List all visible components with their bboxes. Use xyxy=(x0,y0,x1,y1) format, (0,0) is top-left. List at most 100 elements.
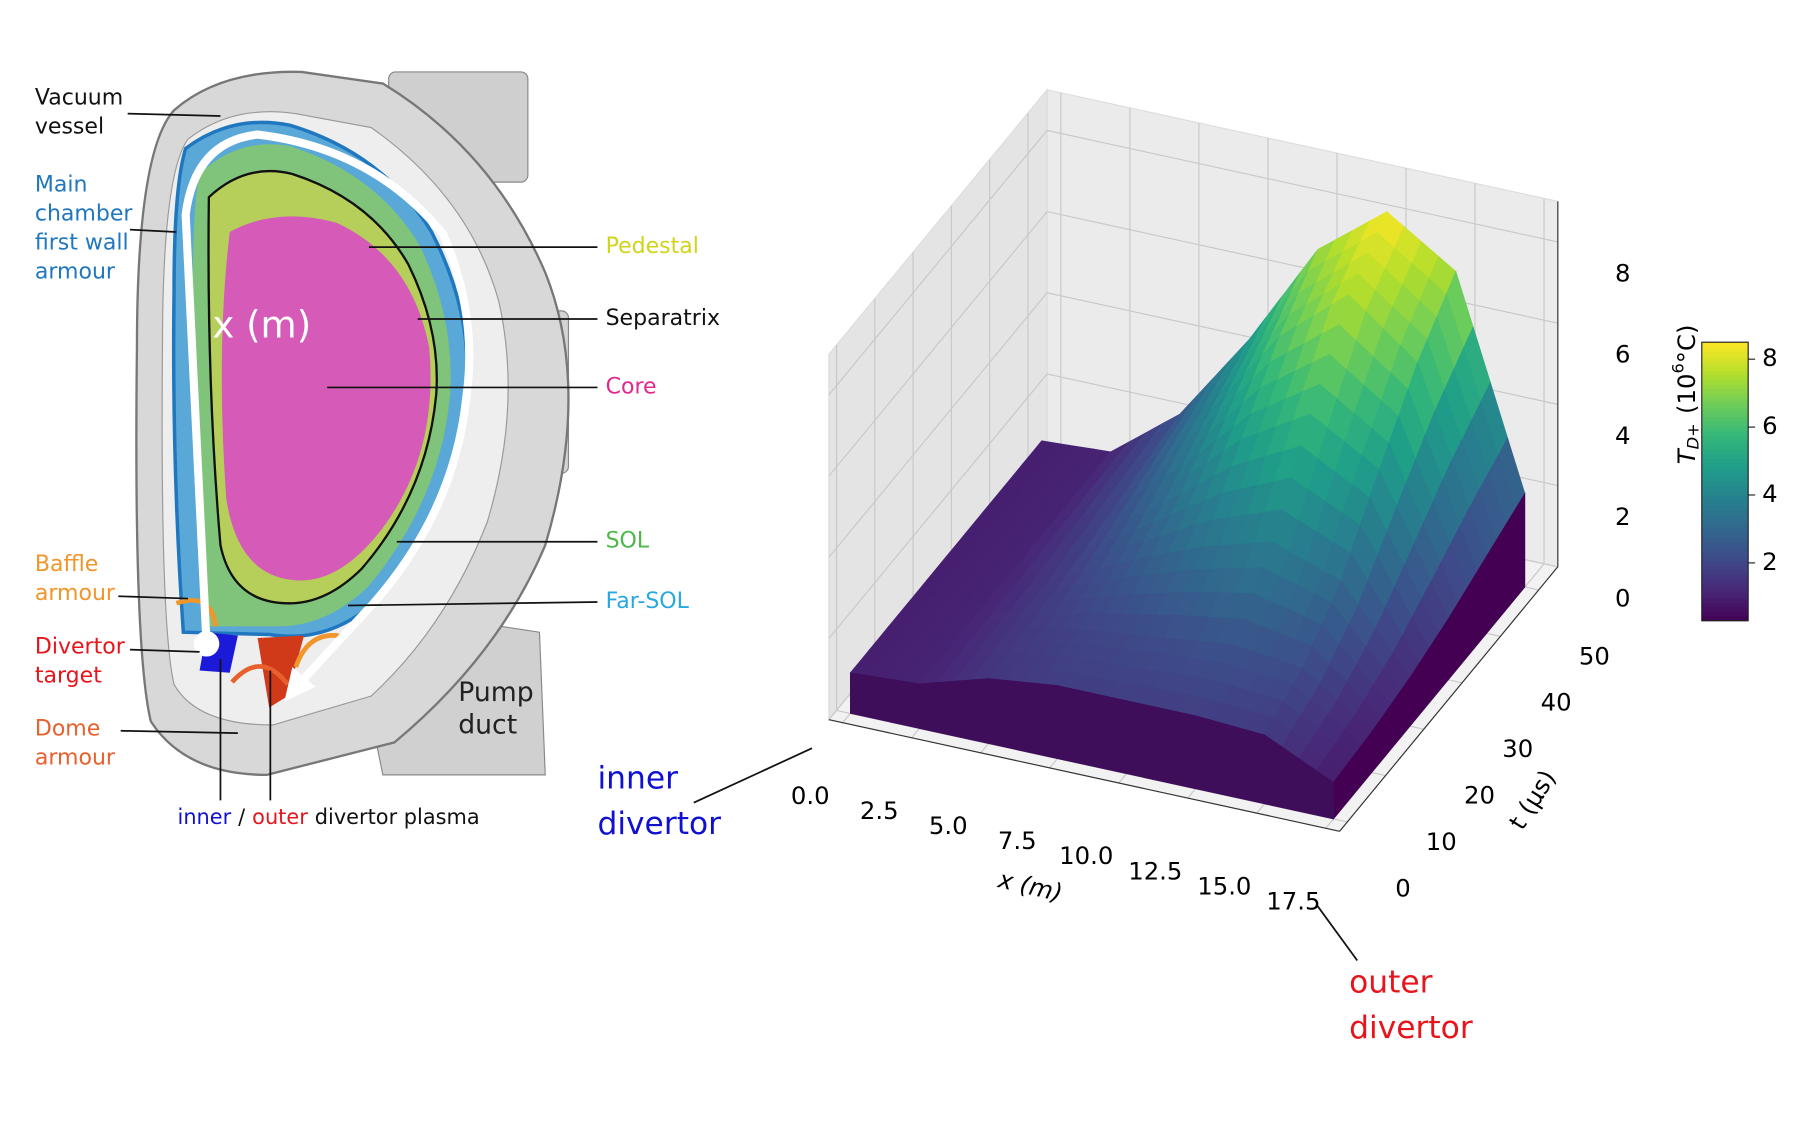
diagram-label: armour xyxy=(35,746,116,771)
colorbar-segment xyxy=(1701,425,1749,432)
colorbar-segment xyxy=(1701,421,1749,427)
colorbar-segment xyxy=(1701,462,1749,469)
colorbar-segment xyxy=(1701,476,1749,483)
colorbar-segment xyxy=(1701,416,1749,422)
x-tick-label: 10.0 xyxy=(1059,841,1113,870)
y-tick-label: 0 xyxy=(1395,873,1411,902)
colorbar-label-part: 6 xyxy=(1668,363,1687,373)
y-axis-line xyxy=(1339,566,1559,832)
colorbar-segment xyxy=(1701,397,1749,404)
colorbar-segment xyxy=(1701,383,1749,390)
diagram-label: Divertor xyxy=(35,634,126,659)
annotation: divertor xyxy=(1349,1010,1473,1046)
colorbar-segment xyxy=(1701,379,1749,385)
colorbar-segment xyxy=(1701,564,1749,571)
x-tick-label: 2.5 xyxy=(860,796,899,825)
diagram-label: first wall xyxy=(35,231,129,256)
colorbar-tick-label: 6 xyxy=(1762,411,1778,440)
diagram-label: Baffle xyxy=(35,552,98,577)
leader-line xyxy=(1315,904,1358,961)
colorbar-segment xyxy=(1701,499,1749,506)
annotation: divertor xyxy=(597,806,721,842)
x-tick-label: 15.0 xyxy=(1197,871,1251,900)
arrow-head xyxy=(284,667,316,702)
colorbar-segment xyxy=(1701,481,1749,487)
colorbar-segment xyxy=(1701,365,1749,371)
colorbar-segment xyxy=(1701,541,1749,548)
leader-line xyxy=(129,228,177,233)
colorbar-segment xyxy=(1701,588,1749,594)
tokamak-drawing xyxy=(135,70,570,777)
colorbar-tick-label: 4 xyxy=(1762,479,1778,508)
path-label: x (m) xyxy=(212,304,311,347)
colorbar-segment xyxy=(1701,574,1749,580)
colorbar-tick-label: 8 xyxy=(1762,343,1778,372)
side-wall xyxy=(1486,492,1526,635)
colorbar-segment xyxy=(1701,509,1749,515)
colorbar-segment xyxy=(1701,360,1749,367)
colorbar-tick-label: 2 xyxy=(1762,547,1778,576)
y-tick-label: 20 xyxy=(1464,780,1495,809)
y-tick-label: 40 xyxy=(1541,688,1572,717)
leader-line xyxy=(348,601,598,607)
colorbar-segment xyxy=(1701,472,1749,478)
colorbar-segment xyxy=(1701,444,1749,450)
z-tick-label: 6 xyxy=(1615,340,1631,369)
plasma-legend: inner / outer divertor plasma xyxy=(178,805,480,829)
colorbar-segment xyxy=(1701,467,1749,473)
surface-plot: 0.02.55.07.510.012.515.017.5 010203040500… xyxy=(597,88,1778,1046)
legend-part: / xyxy=(238,805,246,829)
colorbar-segment xyxy=(1701,504,1749,510)
leader-lines xyxy=(118,112,1358,961)
y-tick-label: 50 xyxy=(1579,641,1610,670)
legend-part: inner xyxy=(178,805,232,829)
colorbar-segment xyxy=(1701,532,1749,538)
diagram-label: Vacuum xyxy=(35,86,123,111)
colorbar-segment xyxy=(1701,448,1749,455)
diagram-label: Core xyxy=(606,374,657,399)
x-axis-line xyxy=(828,719,1340,832)
colorbar-segment xyxy=(1701,606,1749,613)
diagram-label: target xyxy=(35,663,102,688)
x-tick-label: 12.5 xyxy=(1128,856,1182,885)
colorbar-segment xyxy=(1701,407,1749,413)
colorbar-segment xyxy=(1701,523,1749,529)
annotation: outer xyxy=(1349,965,1433,1001)
x-tick-label: 17.5 xyxy=(1266,886,1320,915)
z-tick-label: 2 xyxy=(1615,502,1631,531)
diagram-label: vessel xyxy=(35,115,104,140)
colorbar-segment xyxy=(1701,513,1749,520)
x-axis-label: x (m) xyxy=(995,864,1066,907)
colorbar-segment xyxy=(1701,458,1749,464)
colorbar-segment xyxy=(1701,495,1749,501)
z-tick-label: 4 xyxy=(1615,421,1631,450)
core xyxy=(221,216,431,581)
colorbar-segment xyxy=(1701,430,1749,436)
diagram-label: Separatrix xyxy=(606,306,720,331)
colorbar-label-part: T xyxy=(1672,447,1701,464)
diagram-label: armour xyxy=(35,260,116,285)
y-axis-label: t (µs) xyxy=(1503,765,1562,835)
baffle xyxy=(293,633,340,668)
y-tick-label: 30 xyxy=(1502,734,1533,763)
z-tick-label: 8 xyxy=(1615,258,1631,287)
colorbar-segment xyxy=(1701,388,1749,394)
diagram-label: duct xyxy=(458,710,517,741)
colorbar-segment xyxy=(1701,555,1749,561)
x-tick-label: 7.5 xyxy=(998,826,1037,855)
colorbar-segment xyxy=(1701,551,1749,557)
colorbar-segment xyxy=(1701,611,1749,617)
diagram-label: armour xyxy=(35,581,116,606)
colorbar-segment xyxy=(1701,453,1749,459)
colorbar-segment xyxy=(1701,439,1749,445)
colorbar-segment xyxy=(1701,583,1749,589)
diagram-label: Pedestal xyxy=(606,234,699,259)
z-tick-label: 0 xyxy=(1615,583,1631,612)
diagram-label: Pump xyxy=(458,677,533,708)
colorbar-segment xyxy=(1701,560,1749,566)
colorbar-segment xyxy=(1701,356,1749,362)
colorbar-segment xyxy=(1701,518,1749,524)
colorbar-segment xyxy=(1701,486,1749,492)
colorbar-segment xyxy=(1701,435,1749,441)
